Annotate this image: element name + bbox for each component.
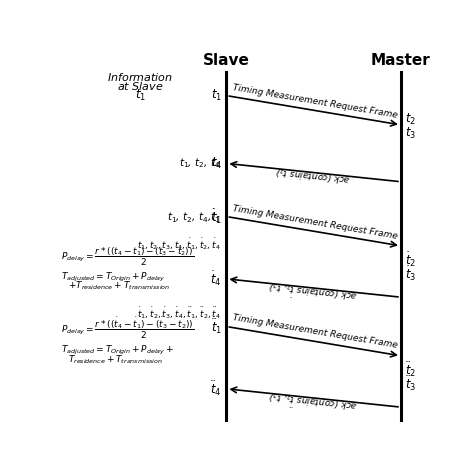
Text: $\ddot{t}_4$: $\ddot{t}_4$ — [210, 379, 222, 398]
Text: $T_{adjusted} = T_{Origin} + P_{delay}+$: $T_{adjusted} = T_{Origin} + P_{delay}+$ — [61, 344, 174, 357]
Text: ack (contains $\ddot{t}_2$, $t_3$): ack (contains $\ddot{t}_2$, $t_3$) — [268, 388, 358, 413]
Text: $\dot{t}_2$: $\dot{t}_2$ — [405, 250, 417, 269]
Text: $\mathit{Information}$: $\mathit{Information}$ — [107, 71, 173, 83]
Text: $P_{delay} = \dfrac{r * ((t_4 - t_1) - (t_3 - t_2))}{2}$: $P_{delay} = \dfrac{r * ((t_4 - t_1) - (… — [61, 246, 194, 268]
Text: $+ T_{residence} + T_{transmission}$: $+ T_{residence} + T_{transmission}$ — [68, 280, 171, 292]
Text: $\dot{t}_1, \dot{t}_2, \dot{t}_3, \dot{t}_4, \ddot{t}_1, \ddot{t}_2, \ddot{t}_4$: $\dot{t}_1, \dot{t}_2, \dot{t}_3, \dot{t… — [137, 306, 221, 321]
Text: Master: Master — [371, 53, 431, 68]
Text: $t_1, t_2, t_3, t_4, \dot{t}_1, \dot{t}_2, \dot{t}_4$: $t_1, t_2, t_3, t_4, \dot{t}_1, \dot{t}_… — [137, 236, 221, 252]
Text: $\ddot{t}_1$: $\ddot{t}_1$ — [211, 317, 222, 336]
Text: Slave: Slave — [203, 53, 250, 68]
Text: $T_{adjusted} = T_{Origin} + P_{delay}$: $T_{adjusted} = T_{Origin} + P_{delay}$ — [61, 270, 166, 284]
Text: $\dot{t}_4$: $\dot{t}_4$ — [210, 269, 222, 288]
Text: $\ddot{t}_3$: $\ddot{t}_3$ — [405, 374, 417, 393]
Text: $t_1$: $t_1$ — [135, 88, 146, 103]
Text: $t_3$: $t_3$ — [405, 126, 417, 140]
Text: $P_{delay} = \dfrac{r * ((\dot{t}_4 - \dot{t}_1) - (\dot{t}_3 - \dot{t}_2))}{2}$: $P_{delay} = \dfrac{r * ((\dot{t}_4 - \d… — [61, 316, 194, 341]
Text: Timing Measurement Request Frame: Timing Measurement Request Frame — [231, 83, 398, 119]
Text: $\dot{t}_3$: $\dot{t}_3$ — [405, 264, 417, 283]
Text: Timing Measurement Request Frame: Timing Measurement Request Frame — [231, 314, 398, 350]
Text: Timing Measurement Request Frame: Timing Measurement Request Frame — [231, 204, 398, 240]
Text: $T_{residence} + T_{transmission}$: $T_{residence} + T_{transmission}$ — [68, 354, 164, 367]
Text: $\ddot{t}_2$: $\ddot{t}_2$ — [405, 360, 417, 379]
Text: $t_4$: $t_4$ — [210, 156, 222, 171]
Text: $t_1$: $t_1$ — [211, 88, 222, 103]
Text: $t_1$, $t_2$, $t_4$: $t_1$, $t_2$, $t_4$ — [180, 157, 221, 170]
Text: $t_2$: $t_2$ — [405, 112, 416, 127]
Text: ack (contains $\dot{t}_2$, $t_3$): ack (contains $\dot{t}_2$, $t_3$) — [268, 278, 358, 303]
Text: $t_1$, $t_2$, $t_4$,$\dot{t}_1$: $t_1$, $t_2$, $t_4$,$\dot{t}_1$ — [167, 208, 221, 225]
Text: $\mathit{at\ Slave}$: $\mathit{at\ Slave}$ — [117, 80, 164, 92]
Text: $\dot{t}_1$: $\dot{t}_1$ — [211, 207, 222, 226]
Text: ack (contains $t_2$): ack (contains $t_2$) — [275, 164, 351, 184]
